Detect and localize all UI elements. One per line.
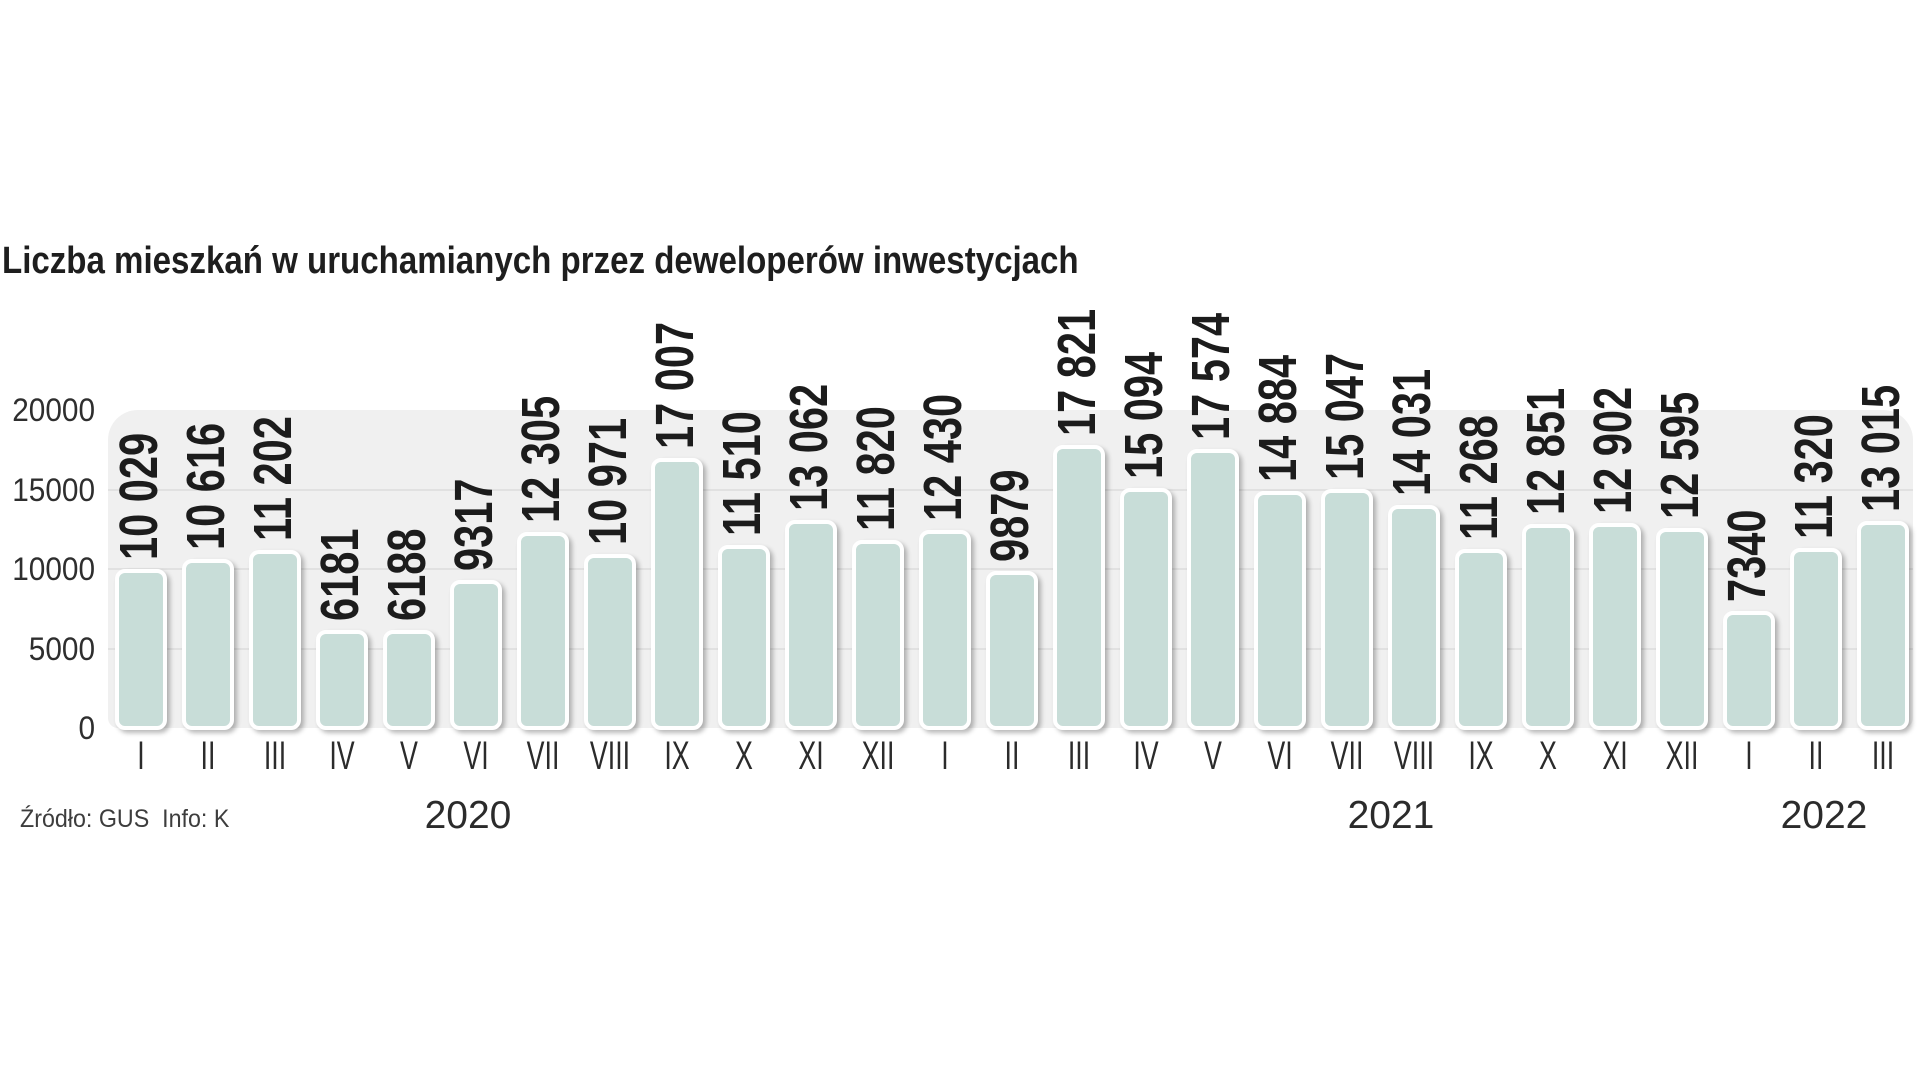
bar-value-label: 10 616 [176,422,236,550]
month-tick-label: III [1067,734,1091,778]
month-tick-label: IV [1133,734,1159,778]
bar [1120,488,1172,730]
bar-value-label: 14 031 [1382,368,1442,496]
bar [785,520,837,730]
month-tick-label: I [941,734,949,778]
bar [1254,491,1306,730]
bar [316,630,368,730]
bar [249,550,301,730]
bar [383,630,435,730]
month-tick-label: II [1004,734,1020,778]
bar [651,458,703,730]
year-label: 2021 [1347,794,1435,837]
bar-value-label: 11 510 [712,411,772,536]
month-tick-label: VII [526,734,560,778]
bar [1455,549,1507,730]
bar [1522,524,1574,730]
month-tick-label: VIII [1393,734,1435,778]
bar-value-label: 10 029 [109,432,169,560]
month-tick-label: VI [463,734,489,778]
bar-value-label: 11 820 [846,406,906,531]
bar-value-label: 13 062 [779,383,839,511]
bar [115,569,167,730]
bar-value-label: 12 595 [1650,391,1710,519]
bar [852,540,904,730]
bar [1723,611,1775,730]
bar-value-label: 6181 [310,528,370,621]
month-tick-label: IV [329,734,355,778]
bar-value-label: 10 971 [578,417,638,545]
bar-value-label: 11 320 [1784,414,1844,539]
bar [986,571,1038,730]
month-tick-label: XII [861,734,895,778]
bar-value-label: 17 574 [1181,312,1241,440]
bar [1187,449,1239,730]
bar-value-label: 15 094 [1114,351,1174,479]
month-tick-label: V [400,734,418,778]
bar-value-label: 9317 [444,478,504,571]
month-tick-label: II [200,734,216,778]
bar-value-label: 15 047 [1315,352,1375,480]
bar [1321,489,1373,730]
bar [1053,445,1105,730]
bar-value-label: 17 821 [1047,308,1107,436]
bar-value-label: 9879 [980,469,1040,562]
month-tick-label: I [1745,734,1753,778]
month-tick-label: VI [1267,734,1293,778]
chart-title: Liczba mieszkań w uruchamianych przez de… [2,240,1079,282]
month-tick-label: XI [1602,734,1628,778]
month-tick-label: X [1539,734,1557,778]
month-tick-label: IX [1468,734,1494,778]
month-tick-label: VII [1330,734,1364,778]
bar [584,554,636,730]
y-axis-tick-label: 5000 [28,630,96,667]
bar [1388,505,1440,730]
bar-value-label: 14 884 [1248,354,1308,482]
y-axis-tick-label: 10000 [12,551,96,587]
bar-value-label: 11 202 [243,416,303,541]
month-tick-label: XI [798,734,824,778]
month-tick-label: III [1871,734,1895,778]
year-label: 2022 [1780,794,1868,837]
month-tick-label: IX [664,734,690,778]
month-tick-label: V [1204,734,1222,778]
y-axis-tick-label: 0 [78,710,95,746]
y-axis-tick-label: 20000 [12,392,96,428]
y-axis-tick-label: 15000 [12,471,96,508]
bar [517,532,569,730]
bar-value-label: 7340 [1717,509,1777,602]
bar [1790,548,1842,730]
bar-value-label: 6188 [377,528,437,621]
gridline [108,568,1913,570]
bar [450,580,502,730]
bar-value-label: 11 268 [1449,415,1509,540]
bar-value-label: 17 007 [645,321,705,449]
bar [1656,528,1708,730]
month-tick-label: VIII [589,734,631,778]
bar [1857,521,1909,730]
year-label: 2020 [424,794,512,837]
bar-value-label: 12 430 [913,393,973,521]
month-tick-label: X [735,734,753,778]
month-tick-label: II [1808,734,1824,778]
bar-value-label: 12 902 [1583,386,1643,514]
bar [919,530,971,730]
bar-value-label: 13 015 [1851,384,1911,512]
bar [718,545,770,730]
month-tick-label: I [137,734,145,778]
bar [1589,523,1641,730]
gridline [108,488,1913,491]
month-tick-label: XII [1665,734,1699,778]
bar-value-label: 12 305 [511,395,571,523]
source-note: Źródło: GUS Info: K [20,805,230,833]
bar-value-label: 12 851 [1516,387,1576,515]
month-tick-label: III [263,734,287,778]
bar [182,559,234,730]
